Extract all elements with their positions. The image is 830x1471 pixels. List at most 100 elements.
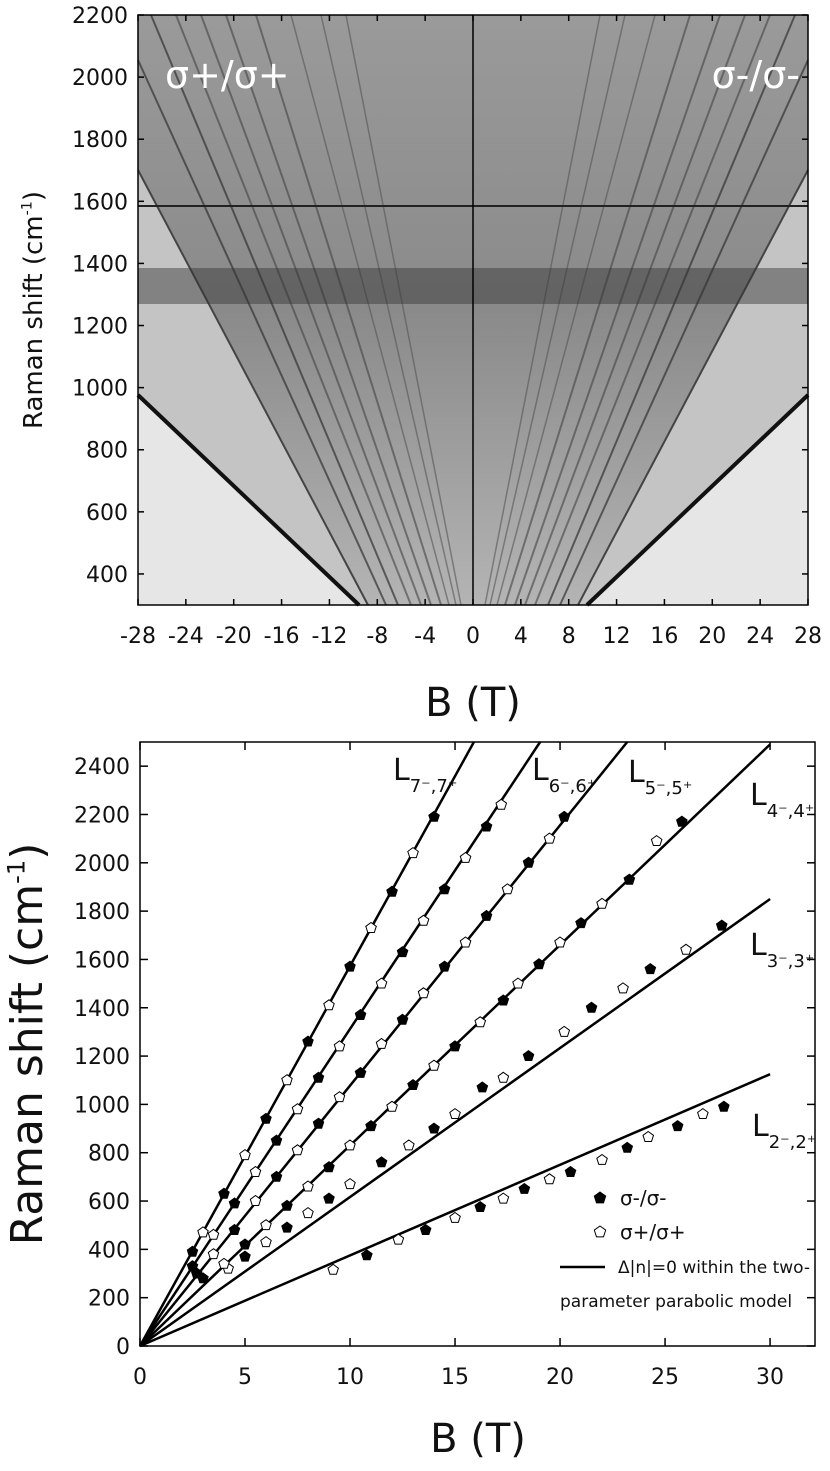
data-point xyxy=(218,1257,230,1269)
data-point xyxy=(501,883,514,895)
data-point xyxy=(302,1206,314,1219)
data-point xyxy=(558,1025,571,1037)
data-point xyxy=(323,999,335,1011)
y-tick-label: 1800 xyxy=(74,900,130,925)
x-tick-label: 8 xyxy=(562,624,576,649)
y-axis-label-sup: -1 xyxy=(2,860,30,884)
data-point xyxy=(564,1165,577,1177)
x-tick-label: 24 xyxy=(746,624,774,649)
data-point xyxy=(375,1156,388,1168)
data-point xyxy=(327,1263,339,1275)
x-tick-label: 5 xyxy=(238,1365,252,1390)
y-tick-label: 400 xyxy=(86,563,128,588)
x-tick-label: -16 xyxy=(264,624,300,649)
x-tick-label: 4 xyxy=(514,624,528,649)
legend-label: σ+/σ+ xyxy=(620,1220,686,1244)
data-point xyxy=(438,960,451,972)
data-point xyxy=(419,1223,432,1235)
y-axis-label-sup: -1 xyxy=(20,201,36,215)
data-point xyxy=(644,962,657,975)
data-point xyxy=(386,885,398,897)
line-label-sub: 6⁻,6⁺ xyxy=(549,776,597,797)
data-point xyxy=(621,1141,634,1153)
fit-line xyxy=(139,897,771,1348)
data-point xyxy=(361,1249,373,1261)
x-axis-label: B (T) xyxy=(425,680,521,726)
line-label: L5⁻,5⁺ xyxy=(628,755,692,799)
y-tick-label: 200 xyxy=(88,1287,130,1312)
data-point xyxy=(642,1130,655,1142)
line-label: L7⁻,7⁺ xyxy=(393,753,457,797)
x-tick-label: -12 xyxy=(311,624,347,649)
y-axis-label: Raman shift (cm-1) xyxy=(2,843,53,1246)
line-label-sub: 5⁻,5⁺ xyxy=(645,778,693,799)
data-point xyxy=(438,883,451,895)
annotation: σ-/σ- xyxy=(712,53,800,97)
x-tick-label: -24 xyxy=(168,624,204,649)
data-point xyxy=(365,921,377,933)
data-point xyxy=(623,873,636,885)
line-label: L4⁻,4⁺ xyxy=(750,778,814,822)
y-tick-label: 1600 xyxy=(74,948,130,973)
data-point xyxy=(459,936,472,948)
data-point xyxy=(497,994,510,1006)
data-point xyxy=(449,1211,461,1223)
data-point xyxy=(449,1040,461,1052)
y-tick-label: 800 xyxy=(86,439,128,464)
data-point xyxy=(671,1119,684,1132)
data-point xyxy=(596,897,608,909)
data-point xyxy=(474,1016,487,1028)
legend-label: σ-/σ- xyxy=(620,1186,667,1210)
line-label-main: L xyxy=(532,753,549,788)
y-tick-label: 2200 xyxy=(72,4,128,29)
y-tick-label: 1400 xyxy=(74,997,130,1022)
y-tick-label: 1000 xyxy=(72,377,128,402)
legend-label: Δ|n|=0 within the two- xyxy=(618,1258,810,1278)
y-axis-label-main: Raman shift (cm xyxy=(2,884,53,1245)
data-point xyxy=(558,810,571,822)
y-tick-label: 600 xyxy=(88,1190,130,1215)
data-point xyxy=(575,917,587,929)
data-point xyxy=(495,798,508,810)
data-point xyxy=(533,958,545,970)
data-point xyxy=(281,1199,293,1211)
line-label-sub: 7⁻,7⁺ xyxy=(410,776,458,797)
data-point xyxy=(428,1122,440,1134)
data-point xyxy=(323,1192,335,1204)
x-tick-label: -20 xyxy=(216,624,252,649)
data-point xyxy=(403,1139,415,1151)
data-point xyxy=(239,1250,251,1262)
y-tick-label: 2000 xyxy=(74,852,130,877)
y-tick-label: 1200 xyxy=(72,315,128,340)
data-point xyxy=(218,1187,230,1199)
data-point xyxy=(270,1170,283,1182)
data-point xyxy=(228,1197,241,1209)
data-point xyxy=(354,1008,367,1020)
data-point xyxy=(333,1091,346,1103)
data-point xyxy=(428,1059,440,1071)
x-tick-label: 30 xyxy=(756,1365,784,1390)
data-point xyxy=(281,1074,293,1086)
x-tick-label: 20 xyxy=(698,624,726,649)
data-point xyxy=(186,1245,199,1257)
data-point xyxy=(497,1192,510,1204)
y-tick-label: 1200 xyxy=(74,1045,130,1070)
data-point xyxy=(617,982,629,994)
line-label-main: L xyxy=(752,1109,769,1144)
data-point xyxy=(260,1112,272,1124)
y-tick-label: 600 xyxy=(86,501,128,526)
data-point xyxy=(459,851,472,863)
x-tick-label: 20 xyxy=(546,1365,574,1390)
line-label-sub: 2⁻,2⁺ xyxy=(769,1132,817,1153)
y-tick-label: 2000 xyxy=(72,66,128,91)
data-point xyxy=(365,1119,377,1132)
data-point xyxy=(554,936,566,948)
line-label-sub: 3⁻,3⁺ xyxy=(767,951,815,972)
data-point xyxy=(518,1182,531,1194)
x-tick-label: 0 xyxy=(133,1365,147,1390)
data-point xyxy=(312,1071,325,1083)
x-tick-label: 16 xyxy=(650,624,678,649)
x-tick-label: -4 xyxy=(414,624,436,649)
data-point xyxy=(375,977,388,989)
line-label-main: L xyxy=(750,928,767,963)
